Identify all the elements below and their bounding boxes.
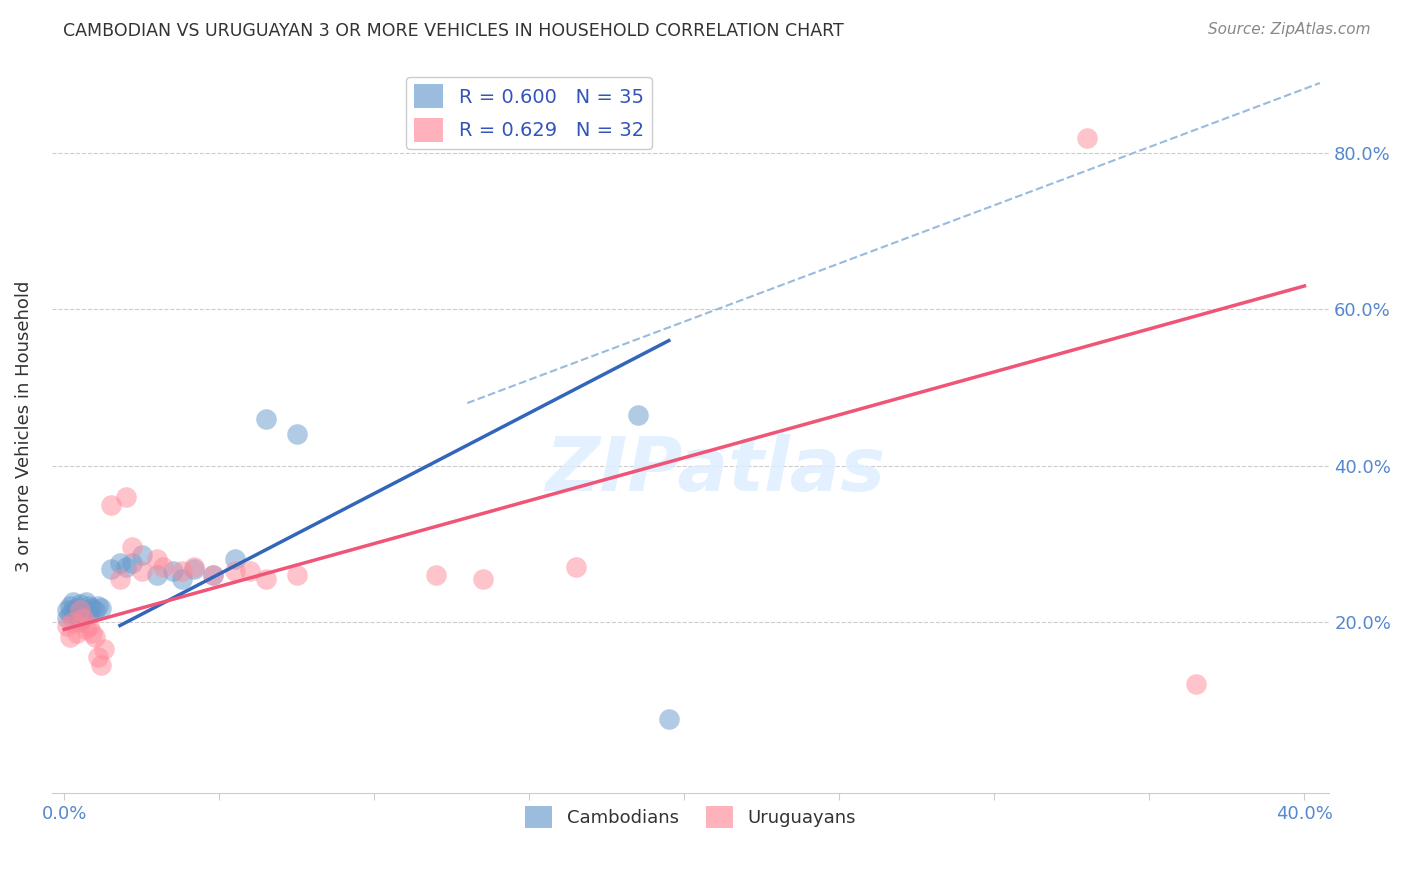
Point [59, 630, 82, 644]
Point [285, 567, 308, 582]
Legend: Cambodians, Uruguayans: Cambodians, Uruguayans [517, 799, 863, 836]
Point [425, 567, 447, 582]
Point [183, 561, 205, 575]
Point [201, 567, 224, 582]
Point [72, 605, 94, 619]
Point [65, 600, 87, 615]
Point [84, 630, 107, 644]
Point [84, 603, 107, 617]
Point [121, 556, 143, 570]
Point [90, 600, 112, 615]
Point [77, 607, 100, 621]
Point [115, 560, 138, 574]
Point [72, 611, 94, 625]
Point [90, 657, 112, 672]
Point [75, 603, 97, 617]
Point [162, 564, 184, 578]
Point [56, 603, 79, 617]
Point [627, 408, 650, 422]
Point [146, 552, 169, 566]
Point [115, 490, 138, 504]
Point [170, 572, 193, 586]
Point [69, 598, 91, 612]
Point [108, 572, 131, 586]
Point [183, 560, 205, 574]
Point [285, 427, 308, 442]
Point [59, 607, 82, 621]
Point [59, 599, 82, 613]
Point [65, 608, 87, 623]
Point [80, 600, 103, 615]
Point [87, 599, 110, 613]
Point [100, 561, 122, 575]
Point [80, 626, 103, 640]
Text: CAMBODIAN VS URUGUAYAN 3 OR MORE VEHICLES IN HOUSEHOLD CORRELATION CHART: CAMBODIAN VS URUGUAYAN 3 OR MORE VEHICLE… [63, 22, 844, 40]
Point [152, 560, 174, 574]
Text: ZIPatlas: ZIPatlas [546, 434, 886, 507]
Point [254, 572, 277, 586]
Point [65, 626, 87, 640]
Point [62, 595, 84, 609]
Point [108, 556, 131, 570]
Point [77, 599, 100, 613]
Point [72, 611, 94, 625]
Point [75, 595, 97, 609]
Point [1185, 677, 1208, 691]
Point [77, 618, 100, 632]
Point [170, 564, 193, 578]
Y-axis label: 3 or more Vehicles in Household: 3 or more Vehicles in Household [15, 281, 32, 572]
Point [56, 611, 79, 625]
Point [224, 552, 246, 566]
Point [239, 564, 262, 578]
Point [131, 564, 153, 578]
Point [254, 411, 277, 425]
Point [87, 649, 110, 664]
Point [658, 712, 681, 726]
Point [56, 618, 79, 632]
Point [100, 498, 122, 512]
Point [224, 564, 246, 578]
Point [69, 615, 91, 629]
Point [471, 572, 494, 586]
Point [146, 567, 169, 582]
Point [1076, 130, 1098, 145]
Point [201, 567, 224, 582]
Point [75, 623, 97, 637]
Point [69, 603, 91, 617]
Point [93, 642, 115, 657]
Point [62, 615, 84, 629]
Text: Source: ZipAtlas.com: Source: ZipAtlas.com [1208, 22, 1371, 37]
Point [565, 560, 588, 574]
Point [62, 603, 84, 617]
Point [131, 549, 153, 563]
Point [121, 541, 143, 555]
